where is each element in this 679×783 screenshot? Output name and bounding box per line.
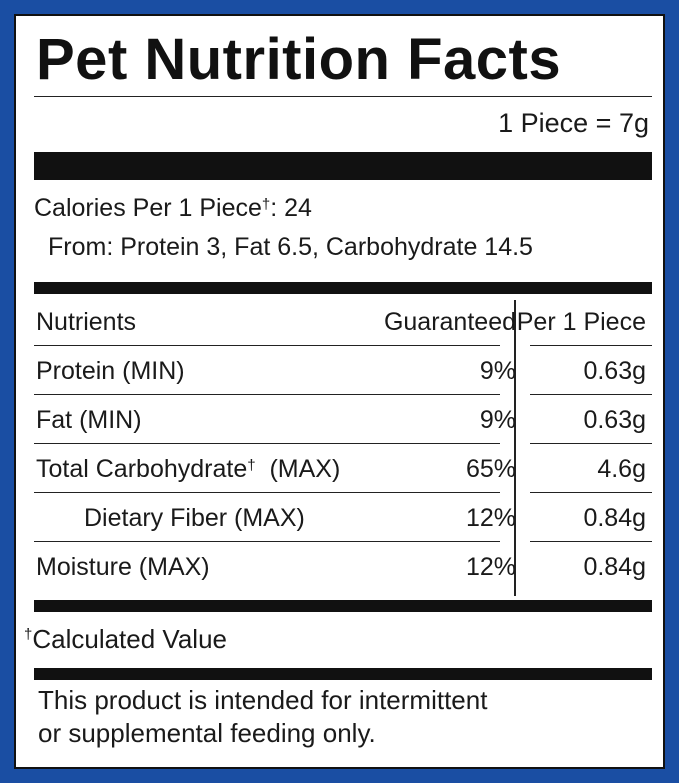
nutrient-name: Protein (MIN)	[36, 357, 185, 385]
table-row: Fat (MIN) 9% 0.63g	[34, 396, 652, 444]
nutrient-guaranteed: 9%	[479, 406, 516, 434]
table-row: Moisture (MAX) 12% 0.84g	[34, 543, 652, 591]
row-rule	[530, 345, 652, 346]
calories-line: Calories Per 1 Piece†: 24	[34, 194, 312, 223]
nutrient-per-piece: 0.84g	[583, 504, 646, 532]
footnote-bar	[34, 668, 652, 680]
calories-label: Calories Per 1 Piece	[34, 194, 262, 222]
row-rule	[530, 443, 652, 444]
nutrient-name: Fat (MIN)	[36, 406, 142, 434]
serving-bar	[34, 152, 652, 180]
row-rule	[34, 394, 500, 395]
row-rule	[34, 492, 500, 493]
nutrient-name-group: Total Carbohydrate† (MAX)	[36, 455, 340, 484]
nutrient-name: Moisture (MAX)	[36, 553, 210, 581]
header-guaranteed: Guaranteed	[383, 308, 516, 336]
row-rule	[34, 541, 500, 542]
table-row: Dietary Fiber (MAX) 12% 0.84g	[34, 494, 652, 542]
row-rule	[530, 492, 652, 493]
footnote-dagger: †	[24, 626, 33, 643]
title-divider	[34, 96, 652, 97]
table-header-row: Nutrients Guaranteed Per 1 Piece	[34, 298, 652, 346]
nutrient-name: Total Carbohydrate	[36, 455, 248, 483]
feeding-disclaimer: This product is intended for intermitten…	[38, 684, 487, 750]
row-rule	[34, 345, 500, 346]
nutrition-facts-panel: Pet Nutrition Facts 1 Piece = 7g Calorie…	[14, 14, 665, 769]
row-rule	[530, 541, 652, 542]
nutrient-guaranteed: 12%	[465, 504, 516, 532]
nutrient-dagger: †	[247, 457, 256, 474]
calories-bar	[34, 282, 652, 294]
nutrient-guaranteed: 12%	[465, 553, 516, 581]
calories-value: : 24	[270, 194, 312, 222]
header-nutrients: Nutrients	[36, 308, 137, 336]
table-bottom-bar	[34, 600, 652, 612]
label-title: Pet Nutrition Facts	[36, 27, 562, 92]
serving-size: 1 Piece = 7g	[498, 108, 649, 138]
row-rule	[530, 394, 652, 395]
nutrient-guaranteed: 9%	[479, 357, 516, 385]
nutrient-per-piece: 0.63g	[583, 406, 646, 434]
nutrient-qualifier: (MAX)	[255, 455, 341, 483]
calories-from-line: From: Protein 3, Fat 6.5, Carbohydrate 1…	[48, 233, 533, 261]
header-per-piece: Per 1 Piece	[516, 308, 646, 336]
column-divider	[514, 300, 516, 596]
nutrient-per-piece: 0.84g	[583, 553, 646, 581]
nutrient-name: Dietary Fiber (MAX)	[84, 504, 305, 532]
calories-dagger: †	[261, 196, 271, 213]
footnote-text: Calculated Value	[32, 624, 227, 654]
table-row: Protein (MIN) 9% 0.63g	[34, 347, 652, 395]
table-row: Total Carbohydrate† (MAX) 65% 4.6g	[34, 445, 652, 493]
footnote: †Calculated Value	[24, 624, 227, 655]
nutrient-per-piece: 4.6g	[597, 455, 646, 483]
nutrient-guaranteed: 65%	[465, 455, 516, 483]
disclaimer-line-1: This product is intended for intermitten…	[38, 685, 488, 715]
disclaimer-line-2: or supplemental feeding only.	[38, 718, 376, 748]
nutrient-per-piece: 0.63g	[583, 357, 646, 385]
row-rule	[34, 443, 500, 444]
